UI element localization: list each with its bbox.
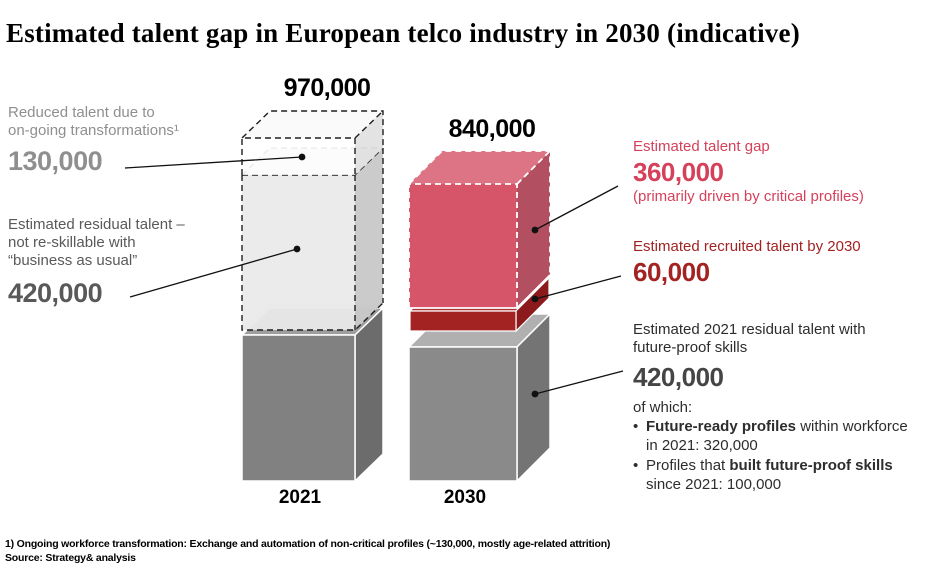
annotation-not-reskillable: Estimated residual talent – not re-skill… bbox=[8, 216, 185, 309]
footnote-1: 1) Ongoing workforce transformation: Exc… bbox=[5, 538, 611, 550]
bar-2021 bbox=[240, 110, 385, 483]
bar-2021-future-proof-section bbox=[240, 306, 385, 483]
not-reskillable-label-line1: Estimated residual talent – bbox=[8, 216, 185, 233]
leader-line-recruited bbox=[534, 275, 622, 300]
annotation-residual-future-proof: Estimated 2021 residual talent with futu… bbox=[633, 321, 928, 496]
talent-gap-label: Estimated talent gap bbox=[633, 138, 770, 155]
bullet-future-ready-profiles: • Future-ready profiles within workforce… bbox=[633, 418, 928, 455]
leader-line-talent-gap bbox=[534, 185, 619, 231]
not-reskillable-label-line3: “business as usual” bbox=[8, 252, 138, 269]
bar-2021-year-label: 2021 bbox=[278, 487, 322, 508]
bar-2030-year-label: 2030 bbox=[443, 487, 487, 508]
bullet2-bold-text: built future-proof skills bbox=[729, 457, 893, 474]
not-reskillable-value: 420,000 bbox=[8, 278, 103, 308]
of-which-label: of which: bbox=[633, 399, 693, 416]
footnotes: 1) Ongoing workforce transformation: Exc… bbox=[5, 538, 925, 565]
bullet-text: Profiles that built future-proof skills … bbox=[646, 457, 893, 494]
annotation-recruited-talent: Estimated recruited talent by 2030 60,00… bbox=[633, 238, 861, 286]
bullet-text: Future-ready profiles within workforce i… bbox=[646, 418, 908, 455]
bullet-marker: • bbox=[633, 457, 639, 474]
leader-line-not-reskillable bbox=[129, 248, 298, 298]
reduced-talent-value: 130,000 bbox=[8, 146, 103, 176]
recruited-label: Estimated recruited talent by 2030 bbox=[633, 238, 861, 255]
bullet2-line2: since 2021: 100,000 bbox=[646, 475, 782, 493]
talent-gap-value: 360,000 bbox=[633, 157, 724, 187]
leader-line-reduced bbox=[124, 156, 303, 169]
leader-line-residual bbox=[534, 370, 624, 395]
bullet1-bold-text: Future-ready profiles bbox=[646, 418, 797, 435]
bullet2-pre-text: Profiles that bbox=[646, 457, 730, 474]
bullet-marker: • bbox=[633, 418, 639, 435]
footnote-source: Source: Strategy& analysis bbox=[5, 551, 136, 564]
bar-2030-total: 840,000 bbox=[448, 115, 536, 143]
bullet1-line2: in 2021: 320,000 bbox=[646, 436, 758, 454]
residual-value: 420,000 bbox=[633, 362, 724, 392]
leader-dots bbox=[293, 153, 539, 398]
bar-2021-reduced-talent-section bbox=[241, 110, 384, 175]
bullet-built-future-proof-skills: • Profiles that built future-proof skill… bbox=[633, 457, 928, 494]
talent-gap-note: (primarily driven by critical profiles) bbox=[633, 188, 864, 205]
reduced-talent-label-line1: Reduced talent due to bbox=[8, 104, 155, 121]
bar-2030-residual-section bbox=[407, 312, 552, 483]
not-reskillable-label-line2: not re-skillable with bbox=[8, 234, 136, 251]
bar-2030 bbox=[407, 150, 552, 483]
bar-2021-total: 970,000 bbox=[283, 74, 371, 102]
annotation-talent-gap: Estimated talent gap 360,000 (primarily … bbox=[633, 138, 864, 206]
bullet1-rest-text: within workforce bbox=[796, 418, 908, 435]
residual-label-line1: Estimated 2021 residual talent with bbox=[633, 321, 866, 338]
page-title: Estimated talent gap in European telco i… bbox=[6, 18, 800, 48]
reduced-talent-label-line2: on-going transformations¹ bbox=[8, 122, 179, 139]
bar-2021-not-reskillable-section bbox=[241, 147, 384, 331]
annotation-reduced-talent: Reduced talent due to on-going transform… bbox=[8, 104, 179, 177]
recruited-value: 60,000 bbox=[633, 257, 710, 287]
residual-label-line2: future-proof skills bbox=[633, 339, 748, 356]
leader-lines bbox=[124, 156, 624, 395]
bar-2030-talent-gap-section bbox=[408, 150, 551, 309]
